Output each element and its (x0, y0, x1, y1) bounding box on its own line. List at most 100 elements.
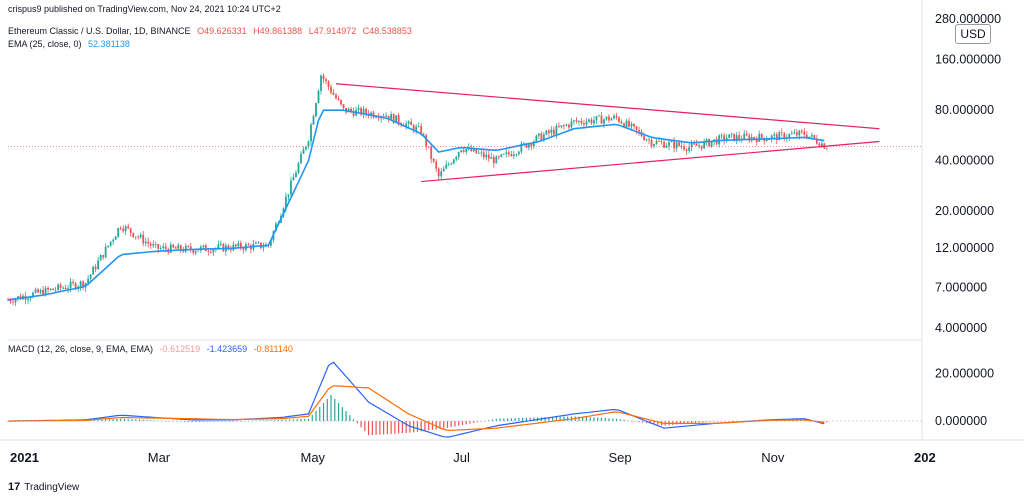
macd-histogram-bar (198, 421, 201, 423)
candle-body (307, 141, 310, 147)
candle-body (322, 75, 325, 80)
candle-body (705, 139, 708, 142)
candle-body (417, 125, 420, 127)
candle-body (142, 234, 145, 244)
candle-body (42, 289, 44, 296)
candle-body (783, 133, 786, 139)
time-tick-label: 2021 (10, 450, 39, 465)
macd-histogram-bar (416, 421, 419, 432)
candle-body (300, 153, 302, 164)
macd-legend[interactable]: MACD (12, 26, close, 9, EMA, EMA) -0.612… (8, 344, 297, 354)
candle-body (69, 281, 72, 289)
macd-histogram-bar (638, 421, 640, 423)
candle-body (232, 244, 235, 251)
macd-histogram-bar (315, 410, 317, 422)
candle-body (535, 135, 538, 142)
tradingview-brand: TradingView (24, 481, 80, 493)
candle-body (552, 129, 555, 135)
macd-histogram-bar (518, 417, 520, 422)
candle-body (342, 104, 345, 108)
candle-body (668, 142, 670, 146)
candle-body (247, 244, 250, 246)
candle-body (290, 180, 292, 195)
candle-body (315, 103, 317, 117)
macd-histogram-bar (383, 421, 385, 435)
candle-body (217, 244, 220, 249)
candle-body (37, 289, 39, 293)
candle-body (578, 120, 580, 122)
macd-histogram-bar (116, 418, 118, 422)
candle-body (583, 123, 585, 125)
candle-body (532, 141, 535, 147)
price-tick-label: 80.000000 (935, 103, 994, 117)
macd-histogram-bar (90, 420, 92, 422)
candle-body (435, 161, 438, 169)
macd-histogram-bar (352, 419, 355, 422)
candle-body (673, 141, 675, 149)
candle-body (32, 292, 34, 298)
candle-body (187, 245, 190, 247)
macd-histogram-bar (213, 421, 216, 422)
candle-body (688, 147, 691, 151)
candle-body (440, 171, 443, 177)
macd-histogram-bar (266, 420, 268, 422)
candle-body (563, 125, 565, 127)
macd-histogram-bar (229, 421, 231, 422)
candle-body (357, 107, 360, 110)
candle-body (635, 126, 638, 130)
macd-histogram-bar (604, 418, 606, 422)
candle-body (119, 228, 122, 229)
candle-body (555, 126, 558, 135)
candle-body (392, 114, 395, 123)
publisher-line: crispus9 published on TradingView.com, N… (8, 4, 281, 14)
candle-body (27, 298, 29, 300)
candle-body (505, 152, 508, 154)
candle-body (623, 123, 625, 128)
macd-histogram-bar (153, 420, 156, 422)
macd-histogram-bar (86, 420, 88, 422)
macd-histogram-bar (615, 418, 618, 422)
macd-histogram-bar (446, 421, 449, 428)
ema-legend[interactable]: EMA (25, close, 0) 52.381138 (8, 39, 134, 49)
candle-body (485, 154, 488, 158)
candle-body (515, 154, 518, 155)
currency-badge[interactable]: USD (955, 24, 991, 44)
macd-histogram-bar (514, 418, 516, 422)
macd-histogram-bar (525, 417, 527, 422)
macd-histogram-bar (108, 419, 111, 422)
macd-histogram-bar (255, 420, 257, 422)
candle-body (700, 145, 703, 149)
candle-body (325, 79, 327, 82)
candle-body (67, 288, 69, 290)
candle-body (9, 299, 12, 302)
candle-body (385, 115, 388, 117)
macd-histogram-bar (120, 418, 122, 422)
candle-body (653, 144, 655, 146)
candle-body (510, 154, 513, 157)
macd-histogram-bar (683, 421, 685, 424)
candle-body (540, 133, 543, 141)
time-tick-label: Nov (761, 450, 785, 465)
candle-body (124, 226, 127, 232)
candle-body (14, 298, 17, 303)
candle-body (174, 247, 177, 249)
candle-body (477, 152, 480, 154)
candle-body (482, 152, 485, 158)
candle-body (407, 121, 410, 124)
candle-body (327, 81, 330, 87)
candle-body (710, 141, 713, 147)
macd-histogram-bar (7, 421, 9, 422)
price-tick-label: 40.000000 (935, 154, 994, 168)
candle-body (793, 132, 796, 134)
macd-histogram-bar (619, 419, 621, 422)
candle-body (59, 284, 62, 288)
lower-trendline (421, 140, 880, 183)
macd-histogram-bar (567, 416, 569, 422)
candle-body (475, 148, 478, 154)
candle-body (773, 134, 776, 136)
ema-value: 52.381138 (88, 39, 130, 49)
macd-histogram-bar (364, 421, 366, 432)
macd-histogram-bar (210, 421, 212, 422)
candle-body (517, 151, 520, 155)
